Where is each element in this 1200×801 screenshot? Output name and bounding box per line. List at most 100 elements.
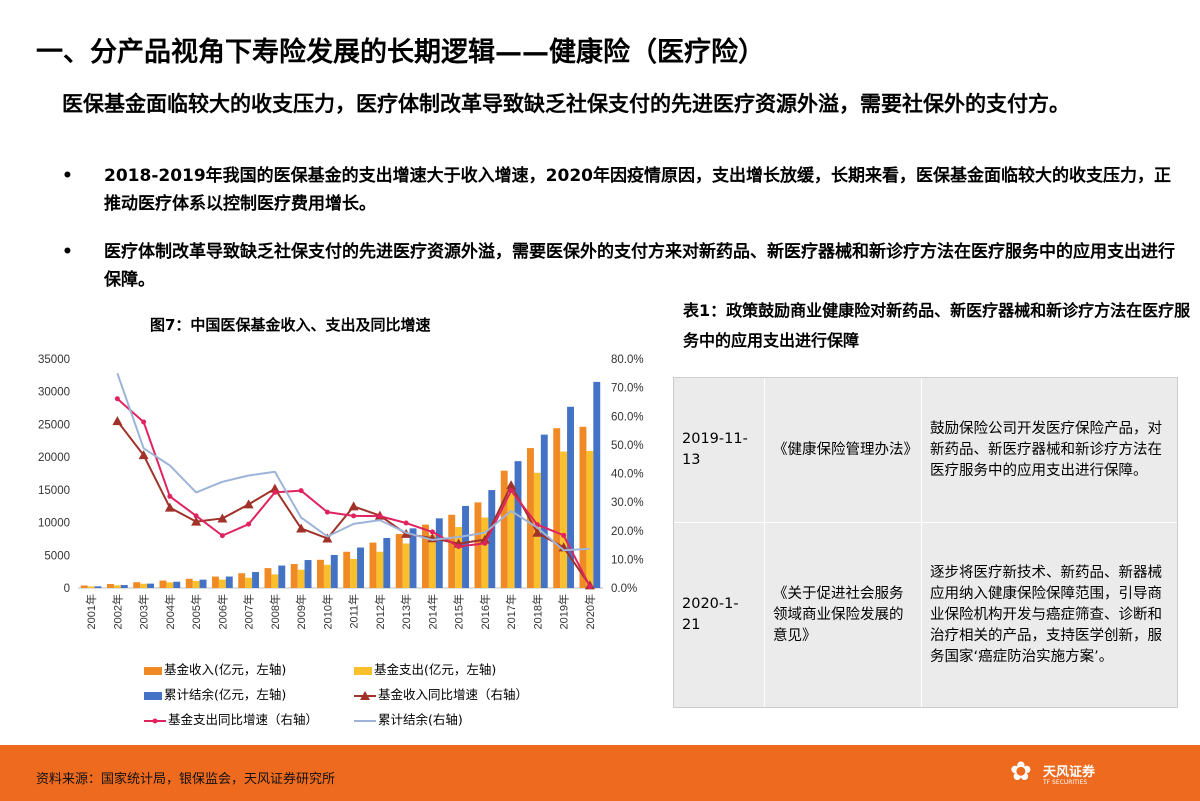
x-tick-label: 2018年	[530, 594, 544, 629]
point-expense-growth	[298, 488, 304, 494]
point-income-growth	[269, 483, 280, 493]
bar-balance	[593, 381, 601, 588]
bar-income	[212, 576, 219, 588]
bar-balance	[330, 554, 338, 588]
bar-income	[317, 559, 324, 588]
logo-subtext: TF SECURITIES	[1043, 779, 1088, 786]
y-right-tick-label: 0.0%	[611, 583, 637, 595]
bar-expense	[586, 450, 594, 588]
bar-income	[159, 580, 167, 588]
bullet-text: 医疗体制改革导致缺乏社保支付的先进医疗资源外溢，需要医保外的支付方来对新药品、新…	[104, 242, 1175, 290]
point-income-growth	[506, 480, 517, 490]
footer-bar: 资料来源：国家统计局，银保监会，天风证券研究所	[0, 745, 1200, 801]
point-expense-growth	[456, 543, 462, 549]
x-tick-label: 2013年	[399, 594, 413, 629]
y-left-tick-label: 15000	[38, 485, 70, 497]
bar-balance	[435, 518, 443, 588]
y-right-tick-label: 50.0%	[611, 440, 644, 452]
point-income-growth	[479, 534, 490, 544]
point-income-growth	[348, 501, 359, 511]
x-tick-label: 2012年	[373, 594, 387, 629]
bar-balance	[147, 583, 154, 588]
x-tick-label: 2019年	[557, 594, 571, 629]
bullet-marker: •	[62, 242, 73, 262]
y-right-tick-label: 30.0%	[611, 497, 644, 509]
bar-income	[80, 585, 88, 588]
x-tick-label: 2016年	[478, 594, 492, 629]
bar-balance	[278, 565, 286, 588]
y-right-tick-label: 60.0%	[611, 411, 644, 423]
legend-label: 基金支出同比增速（右轴）	[168, 712, 319, 727]
bar-income	[448, 514, 456, 588]
bar-balance	[514, 461, 522, 588]
chart-title: 图7：中国医保基金收入、支出及同比增速	[150, 316, 431, 334]
legend-swatch	[144, 666, 162, 675]
y-left-tick-label: 35000	[38, 354, 70, 366]
x-tick-label: 2006年	[215, 594, 229, 629]
legend-label: 累计结余(右轴)	[378, 712, 463, 727]
x-tick-label: 2010年	[320, 594, 334, 629]
point-expense-growth	[351, 513, 357, 519]
point-expense-growth	[246, 521, 252, 527]
table-cell-description: 逐步将医疗新技术、新药品、新器械应用纳入健康保险保障范围，引导商业保险机构开发与…	[930, 564, 1162, 665]
x-tick-label: 2014年	[425, 594, 439, 629]
x-tick-label: 2011年	[347, 594, 361, 629]
bar-income	[133, 582, 141, 588]
bar-expense	[192, 580, 200, 588]
point-expense-growth	[561, 532, 567, 538]
bar-income	[553, 428, 561, 588]
x-tick-label: 2005年	[189, 594, 203, 629]
bar-expense	[140, 583, 148, 588]
y-right-tick-label: 40.0%	[611, 469, 644, 481]
point-expense-growth	[429, 529, 435, 535]
bar-expense	[245, 577, 253, 588]
table-cell-document: 《关于促进社会服务领域商业保险发展的意见》	[765, 523, 922, 707]
x-tick-label: 2015年	[452, 594, 466, 629]
bar-income	[238, 573, 246, 588]
y-right-tick-label: 70.0%	[611, 383, 644, 395]
policy-table: 2019-11-13 《健康保险管理办法》 鼓励保险公司开发医疗保险产品，对新药…	[673, 377, 1178, 708]
x-tick-label: 2020年	[583, 594, 597, 629]
bar-expense	[218, 579, 226, 588]
bar-income	[474, 502, 482, 588]
bar-balance	[252, 572, 259, 588]
bar-income	[500, 470, 508, 588]
bar-expense	[428, 534, 436, 588]
table-row: 2020-1-21 《关于促进社会服务领域商业保险发展的意见》 逐步将医疗新技术…	[674, 523, 1177, 707]
y-left-tick-label: 30000	[38, 387, 70, 399]
legend-swatch	[354, 690, 376, 700]
point-expense-growth	[141, 419, 147, 425]
point-expense-growth	[482, 540, 488, 546]
legend-swatch	[144, 718, 166, 723]
bullet-text: 2018-2019年我国的医保基金的支出增速大于收入增速，2020年因疫情原因，…	[104, 166, 1171, 214]
table-row: 2019-11-13 《健康保险管理办法》 鼓励保险公司开发医疗保险产品，对新药…	[674, 378, 1177, 523]
bar-expense	[402, 543, 410, 588]
x-tick-label: 2017年	[504, 594, 518, 629]
bullet-marker: •	[62, 166, 73, 186]
table-cell-description: 鼓励保险公司开发医疗保险产品，对新药品、新医疗器械和新诊疗方法在医疗服务中的应用…	[922, 378, 1177, 523]
y-left-tick-label: 5000	[44, 550, 70, 562]
bar-expense	[166, 582, 174, 588]
bar-balance	[567, 406, 574, 588]
y-right-tick-label: 10.0%	[611, 554, 644, 566]
legend-item-balance-growth: 累计结余(右轴)	[354, 709, 463, 728]
table-cell-date: 2020-1-21	[674, 523, 765, 707]
x-tick-label: 2003年	[137, 594, 151, 629]
legend-item-income-growth: 基金收入同比增速（右轴）	[354, 684, 528, 703]
bar-expense	[481, 517, 489, 588]
y-left-tick-label: 10000	[38, 518, 70, 530]
logo-flower-icon: ✿	[1010, 757, 1032, 787]
point-expense-growth	[114, 396, 120, 402]
point-income-growth	[112, 416, 123, 426]
y-left-tick-label: 0	[64, 583, 70, 595]
point-expense-growth	[272, 489, 278, 495]
bar-income	[579, 426, 587, 588]
bar-income	[290, 563, 298, 588]
company-logo: ✿ 天风证券 TF SECURITIES	[1005, 755, 1095, 795]
legend-swatch	[354, 719, 376, 722]
point-expense-growth	[167, 493, 173, 499]
bar-expense	[350, 559, 358, 588]
point-expense-growth	[587, 584, 593, 590]
point-expense-growth	[377, 513, 383, 519]
bar-income	[422, 524, 429, 588]
